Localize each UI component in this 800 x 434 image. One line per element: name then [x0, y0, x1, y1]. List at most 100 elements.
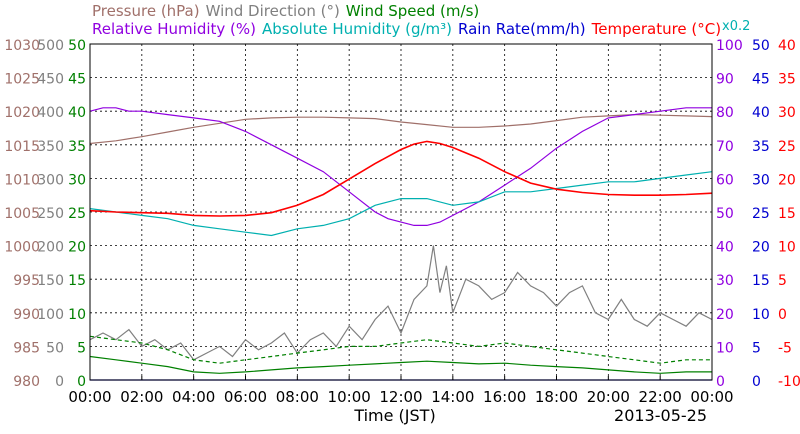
wind_direction-tick-label: 350: [37, 139, 64, 155]
x-tick-label: 20:00: [587, 388, 630, 406]
legend-entry: Relative Humidity (%): [92, 20, 256, 38]
humidity-tick-label: 40: [716, 240, 734, 256]
rain_rate-tick-label: 45: [752, 72, 770, 88]
legend-entry: Temperature (°C): [591, 20, 721, 38]
x-axis-label: Time (JST): [353, 406, 435, 425]
humidity-tick-label: 50: [716, 206, 734, 222]
series-line-temperature: [89, 140, 713, 217]
pressure-tick-label: 1000: [4, 240, 40, 256]
wind_direction-tick-label: 50: [46, 340, 64, 356]
wind_speed-tick-label: 45: [68, 72, 86, 88]
rain_rate-tick-label: 40: [752, 105, 770, 121]
x-tick-label: 08:00: [276, 388, 319, 406]
legend: Pressure (hPa) Wind Direction (°) Wind Spe…: [92, 2, 721, 38]
x-tick-label: 06:00: [224, 388, 267, 406]
temperature-tick-label: 5: [778, 273, 787, 289]
wind_speed-tick-label: 20: [68, 240, 86, 256]
x-tick-label: 12:00: [379, 388, 422, 406]
wind_direction-tick-label: 250: [37, 206, 64, 222]
pressure-tick-label: 980: [13, 374, 40, 390]
wind_direction-tick-label: 100: [37, 307, 64, 323]
temperature-tick-label: 25: [778, 139, 796, 155]
series-line-wind_speed_avg: [89, 355, 712, 374]
wind_direction-tick-label: 300: [37, 172, 64, 188]
pressure-tick-label: 1010: [4, 172, 40, 188]
wind_direction-tick-label: 400: [37, 105, 64, 121]
pressure-tick-label: 1025: [4, 72, 40, 88]
x-tick-label: 00:00: [690, 388, 733, 406]
humidity-tick-label: 70: [716, 139, 734, 155]
x-tick-label: 16:00: [483, 388, 526, 406]
wind_speed-tick-label: 5: [77, 340, 86, 356]
temperature-tick-label: 15: [778, 206, 796, 222]
x-tick-label: 02:00: [120, 388, 163, 406]
wind_speed-tick-label: 30: [68, 172, 86, 188]
humidity-tick-label: 80: [716, 105, 734, 121]
series-line-relative_humidity: [89, 107, 712, 226]
rain_rate-tick-label: 15: [752, 273, 770, 289]
humidity-tick-label: 90: [716, 72, 734, 88]
wind_speed-tick-label: 25: [68, 206, 86, 222]
rain_rate-tick-label: 25: [752, 206, 770, 222]
humidity-tick-label: 100: [716, 38, 743, 54]
x-tick-label: 18:00: [535, 388, 578, 406]
wind_speed-tick-label: 50: [68, 38, 86, 54]
pressure-tick-label: 1015: [4, 139, 40, 155]
humidity-tick-label: 10: [716, 340, 734, 356]
humidity-tick-label: 60: [716, 172, 734, 188]
multiplier-label: x0.2: [722, 19, 750, 34]
pressure-tick-label: 995: [13, 273, 40, 289]
chart-date: 2013-05-25: [614, 406, 707, 425]
temperature-tick-label: 0: [778, 307, 787, 323]
series-line-wind_speed_max: [89, 335, 712, 364]
rain_rate-tick-label: 30: [752, 172, 770, 188]
rain_rate-tick-label: 0: [752, 374, 761, 390]
wind_direction-tick-label: 450: [37, 72, 64, 88]
pressure-tick-label: 1020: [4, 105, 40, 121]
temperature-tick-label: 35: [778, 72, 796, 88]
rain_rate-tick-label: 5: [752, 340, 761, 356]
series-line-pressure: [89, 113, 713, 145]
wind_direction-tick-label: 500: [37, 38, 64, 54]
grid: [90, 44, 712, 380]
pressure-tick-label: 1030: [4, 38, 40, 54]
rain_rate-tick-label: 50: [752, 38, 770, 54]
temperature-tick-label: 10: [778, 240, 796, 256]
pressure-tick-label: 985: [13, 340, 40, 356]
pressure-tick-label: 1005: [4, 206, 40, 222]
temperature-tick-label: 40: [778, 38, 796, 54]
temperature-tick-label: 30: [778, 105, 796, 121]
x-tick-label: 22:00: [639, 388, 682, 406]
legend-entry: Wind Speed (m/s): [346, 2, 479, 20]
series-line-wind_direction: [89, 245, 713, 361]
x-tick-label: 04:00: [172, 388, 215, 406]
legend-entry: Pressure (hPa): [92, 2, 200, 20]
rain_rate-tick-label: 10: [752, 307, 770, 323]
wind_speed-tick-label: 0: [77, 374, 86, 390]
wind_direction-tick-label: 150: [37, 273, 64, 289]
x-tick-label: 14:00: [431, 388, 474, 406]
x-tick-label: 00:00: [68, 388, 111, 406]
temperature-tick-label: -10: [778, 374, 800, 390]
humidity-tick-label: 30: [716, 273, 734, 289]
humidity-tick-label: 0: [716, 374, 725, 390]
humidity-tick-label: 20: [716, 307, 734, 323]
series-line-absolute_humidity: [89, 171, 713, 237]
legend-entry: Absolute Humidity (g/m³): [262, 20, 452, 38]
wind_speed-tick-label: 15: [68, 273, 86, 289]
wind_speed-tick-label: 35: [68, 139, 86, 155]
wind_speed-tick-label: 10: [68, 307, 86, 323]
wind_speed-tick-label: 40: [68, 105, 86, 121]
legend-entry: Wind Direction (°): [206, 2, 340, 20]
rain_rate-tick-label: 20: [752, 240, 770, 256]
wind_direction-tick-label: 0: [55, 374, 64, 390]
pressure-tick-label: 990: [13, 307, 40, 323]
wind_direction-tick-label: 200: [37, 240, 64, 256]
rain_rate-tick-label: 35: [752, 139, 770, 155]
axes: 9809859909951000100510101015102010251030…: [4, 38, 800, 406]
x-tick-label: 10:00: [328, 388, 371, 406]
temperature-tick-label: 20: [778, 172, 796, 188]
legend-entry: Rain Rate(mm/h): [458, 20, 586, 38]
temperature-tick-label: -5: [778, 340, 792, 356]
